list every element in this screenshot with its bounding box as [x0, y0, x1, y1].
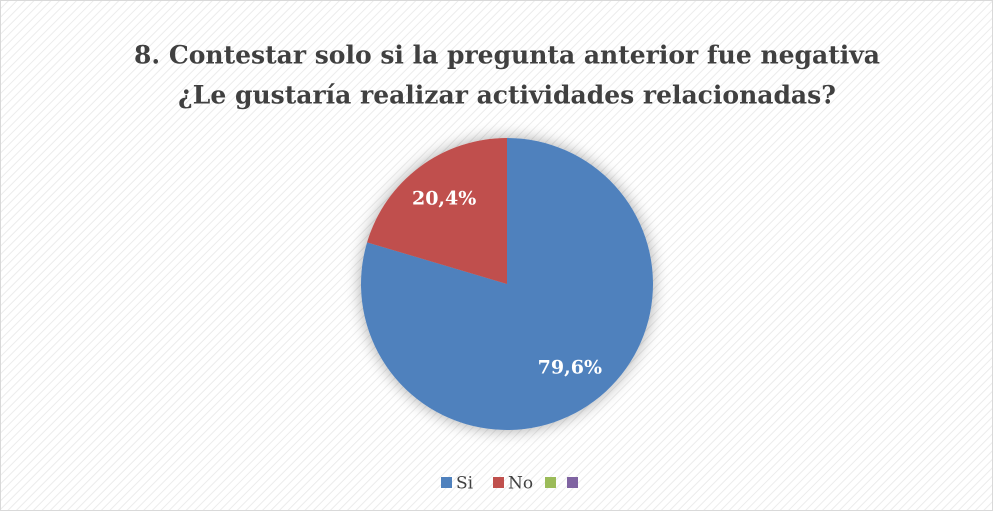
legend-label: No [508, 474, 533, 494]
pie [361, 138, 653, 430]
pie-slice [367, 138, 507, 284]
legend-swatch [493, 477, 504, 488]
legend-label: Si [456, 474, 474, 494]
chart-title: 8. Contestar solo si la pregunta anterio… [134, 41, 880, 70]
legend-swatch [567, 477, 578, 488]
legend-swatch [545, 477, 556, 488]
data-label: 20,4% [412, 188, 476, 210]
legend-swatch [441, 477, 452, 488]
data-label: 79,6% [538, 356, 602, 378]
chart-title: ¿Le gustaría realizar actividades relaci… [178, 81, 836, 110]
